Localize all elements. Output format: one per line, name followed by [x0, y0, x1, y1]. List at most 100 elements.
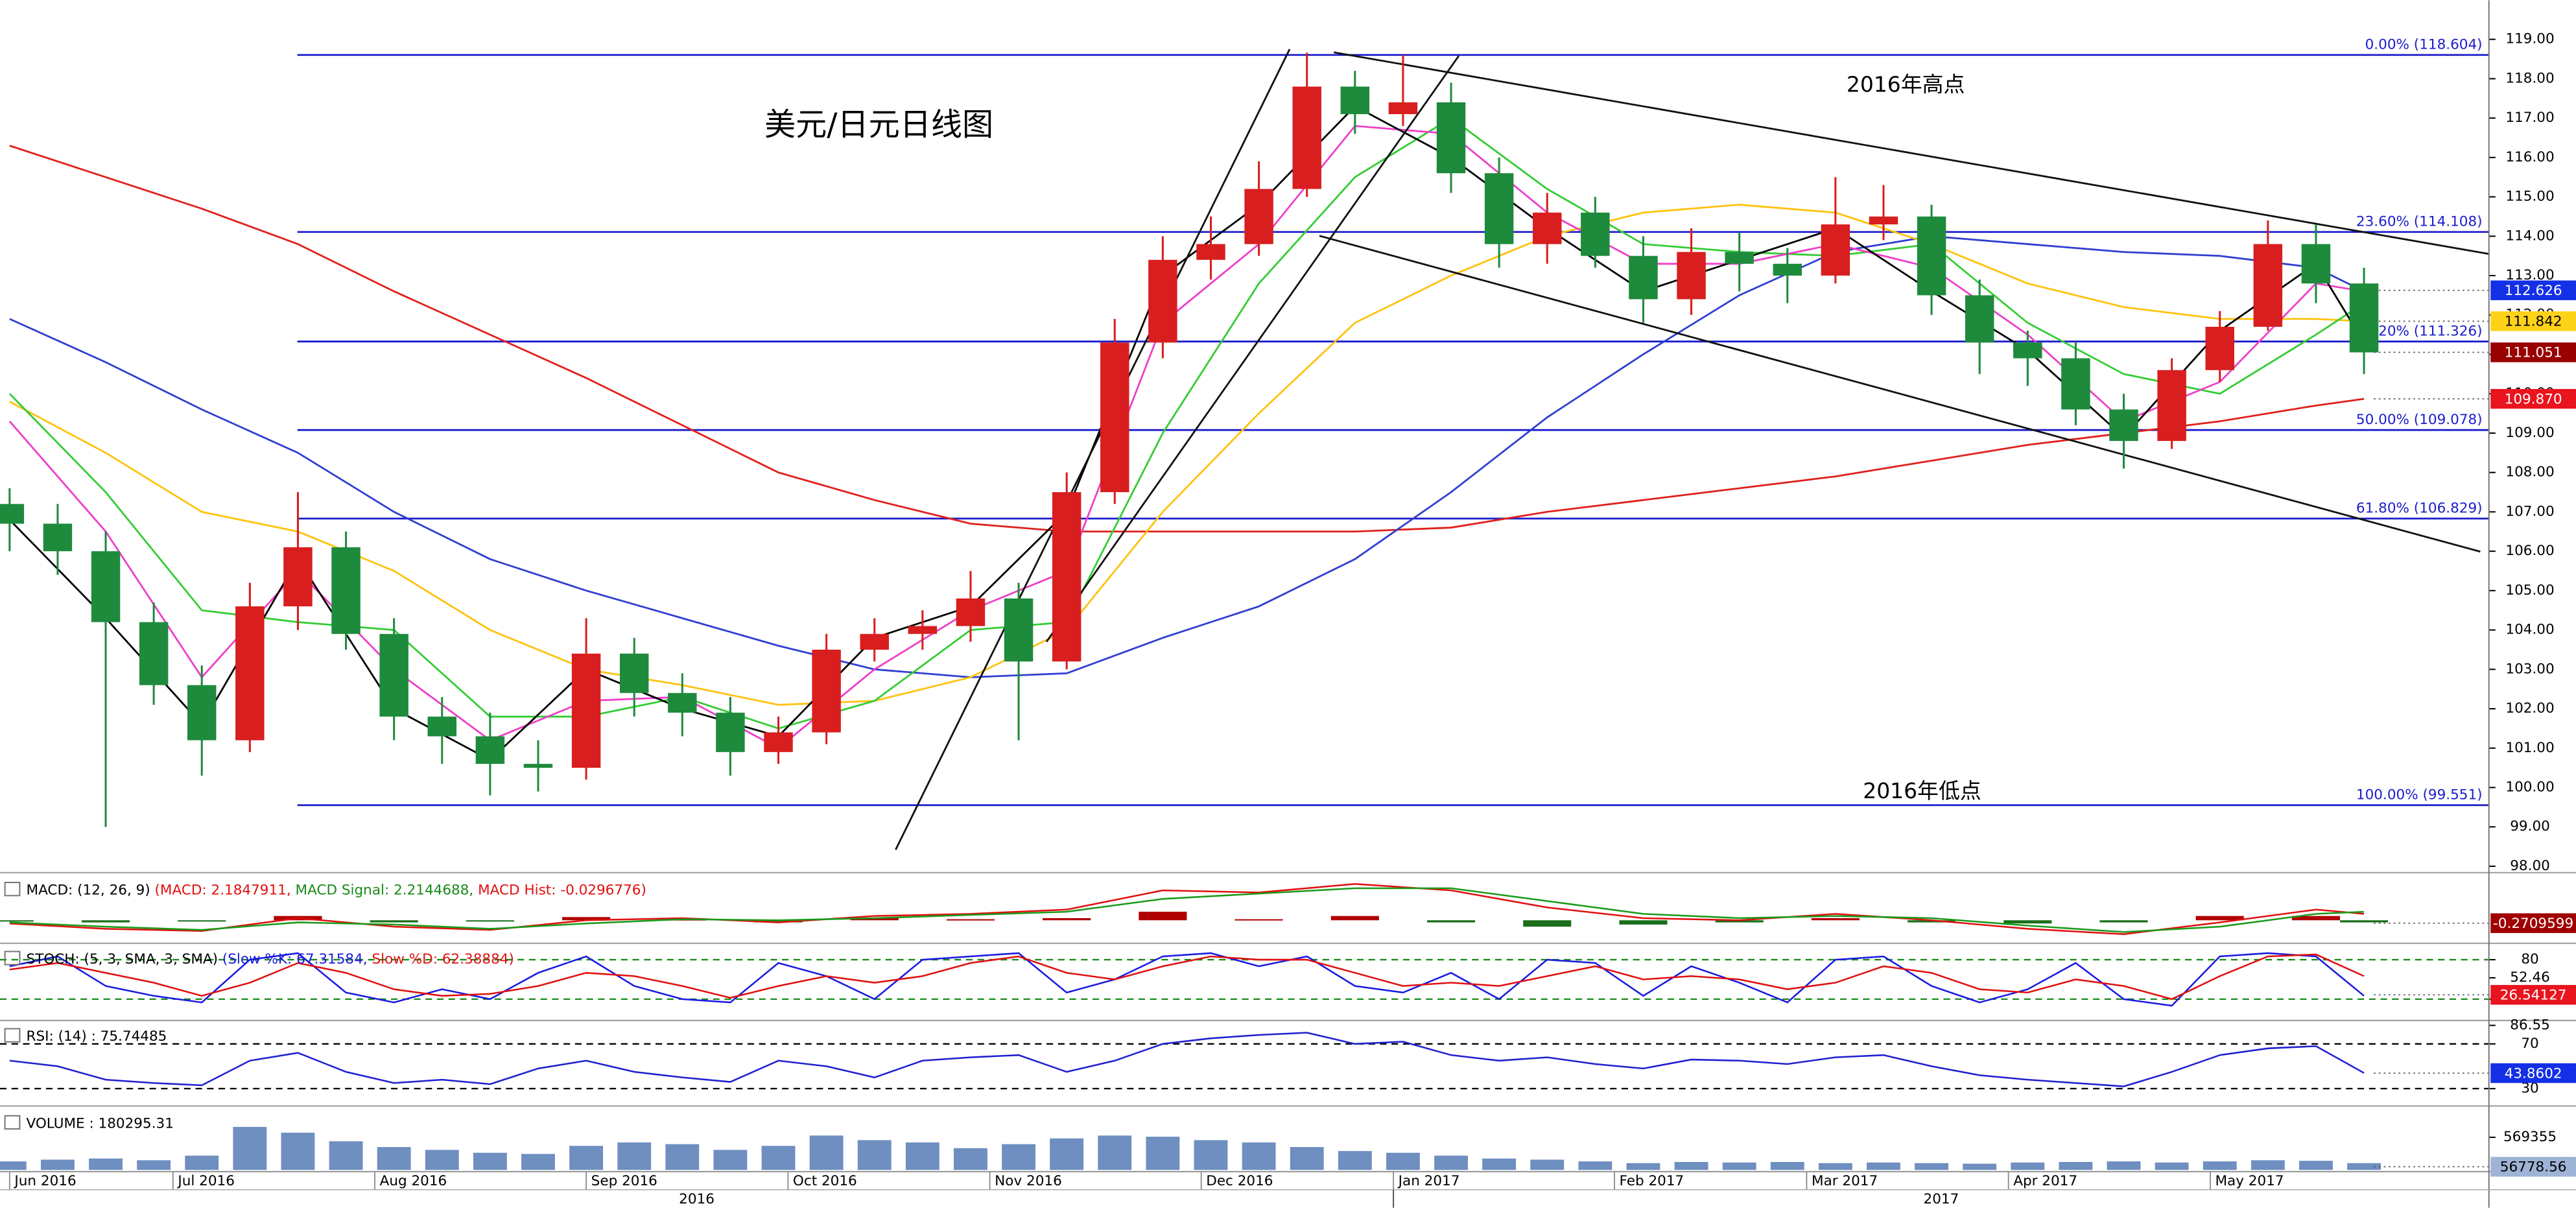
y-tick-label: 52.46 — [2510, 969, 2550, 986]
moving-average — [8, 124, 2365, 750]
volume-bar — [329, 1141, 363, 1170]
panel-title-part: MACD: (12, 26, 9) — [27, 882, 150, 899]
candle-body — [0, 504, 25, 524]
panel-title: STOCH: (5, 3, SMA, 3, SMA) (Slow %K: 67.… — [27, 951, 514, 967]
candle-body — [283, 547, 313, 607]
volume-bar — [2298, 1161, 2333, 1170]
x-tick-label: Jan 2017 — [1397, 1173, 1460, 1189]
candle-body — [1677, 252, 1706, 300]
volume-bar — [2155, 1162, 2189, 1170]
x-tick-label: May 2017 — [2215, 1173, 2284, 1189]
candle-body — [764, 732, 793, 752]
volume-bar — [905, 1142, 939, 1170]
x-tick-label: Feb 2017 — [1620, 1173, 1684, 1189]
macd-hist-bar — [2099, 920, 2148, 923]
fib-label: 61.80% (106.829) — [2356, 501, 2483, 517]
volume-bar — [1194, 1140, 1228, 1170]
macd-hist-bar — [1235, 919, 1283, 921]
y-tick-label: 108.00 — [2505, 464, 2554, 480]
volume-bar — [809, 1135, 844, 1170]
macd-hist-bar — [1139, 912, 1187, 921]
price-tag-label: 56778.56 — [2500, 1159, 2567, 1176]
y-tick-label: 100.00 — [2505, 779, 2554, 795]
volume-bar — [1818, 1163, 1852, 1170]
macd-hist-bar — [1619, 920, 1668, 925]
volume-bar — [1242, 1142, 1276, 1170]
price-tag-label: 109.870 — [2505, 391, 2562, 407]
candle-body — [2349, 283, 2379, 353]
candle-body — [2253, 244, 2283, 327]
candle-body — [379, 634, 408, 717]
x-tick-label: Apr 2017 — [2013, 1173, 2077, 1189]
panel-title-part: MACD Hist: -0.0296776) — [473, 882, 646, 899]
candle-body — [1965, 295, 1994, 343]
macd-hist-bar — [946, 919, 995, 921]
candle-body — [1292, 86, 1321, 189]
candle-body — [1052, 492, 1081, 662]
macd-hist-bar — [370, 920, 418, 923]
macd-hist-bar — [2195, 916, 2244, 921]
year-label: 2017 — [1924, 1191, 1959, 1207]
moving-average — [8, 117, 2365, 729]
candle-body — [956, 598, 986, 626]
price-tag — [2490, 280, 2576, 300]
stoch-line — [9, 953, 2365, 1001]
candle-body — [1244, 189, 1273, 244]
y-tick-label: 101.00 — [2505, 740, 2554, 756]
macd-hist-bar — [1811, 918, 1860, 921]
volume-bar — [857, 1140, 892, 1170]
fib-label: 50.00% (109.078) — [2356, 412, 2483, 428]
panel — [0, 1126, 2381, 1170]
moving-average — [9, 204, 2365, 706]
x-tick-label: Sep 2016 — [591, 1173, 657, 1189]
price-tag — [2490, 1063, 2576, 1084]
volume-bar — [1530, 1159, 1565, 1170]
volume-bar — [521, 1154, 555, 1170]
panel-icon — [4, 951, 21, 965]
y-tick-label: 118.00 — [2505, 70, 2554, 86]
volume-bar — [0, 1161, 27, 1170]
price-tag-label: 111.051 — [2505, 345, 2562, 361]
panel-icon — [4, 1115, 21, 1130]
x-tick-label: Oct 2016 — [793, 1173, 857, 1189]
candle-body — [1869, 216, 1898, 225]
candle-body — [1004, 598, 1034, 662]
volume-bar — [1146, 1137, 1180, 1170]
y-tick-label: 86.55 — [2510, 1017, 2550, 1033]
macd-hist-bar — [1908, 920, 1956, 923]
y-tick-label: 99.00 — [2510, 818, 2550, 835]
candle-body — [2013, 342, 2042, 359]
y-tick-label: 569355 — [2503, 1129, 2557, 1145]
volume-bar — [1770, 1161, 1804, 1170]
trendline — [1333, 51, 2489, 255]
x-tick-label: Mar 2017 — [1812, 1173, 1878, 1189]
price-tag-label: 26.54127 — [2500, 988, 2567, 1004]
chart-title: 美元/日元日线图 — [764, 106, 993, 143]
y-tick-label: 103.00 — [2505, 661, 2554, 677]
volume-bar — [1722, 1162, 1756, 1170]
y-tick-label: 70 — [2521, 1036, 2538, 1052]
y-tick-label: 102.00 — [2505, 700, 2554, 717]
y-tick-label: 80 — [2521, 951, 2538, 967]
volume-bar — [2059, 1161, 2093, 1170]
volume-bar — [954, 1148, 987, 1170]
price-tag — [2490, 388, 2576, 409]
volume-bar — [1002, 1144, 1035, 1170]
volume-bar — [1963, 1163, 1997, 1170]
candle-body — [1917, 216, 1946, 296]
price-tag-label: -0.2709599 — [2493, 916, 2573, 932]
volume-bar — [665, 1144, 700, 1170]
candle-body — [1581, 212, 1610, 256]
moving-average — [9, 145, 2365, 533]
panel-icon — [4, 881, 21, 897]
price-tag — [2490, 311, 2576, 331]
volume-bar — [761, 1146, 796, 1170]
macd-hist-bar — [850, 918, 899, 921]
volume-bar — [713, 1150, 748, 1170]
volume-bar — [2251, 1160, 2285, 1170]
x-tick-label: Dec 2016 — [1206, 1173, 1273, 1189]
panel-title-part: RSI: (14) : 75.74485 — [27, 1028, 167, 1045]
annotation: 2016年高点 — [1847, 72, 1965, 97]
candle-body — [1388, 102, 1418, 115]
